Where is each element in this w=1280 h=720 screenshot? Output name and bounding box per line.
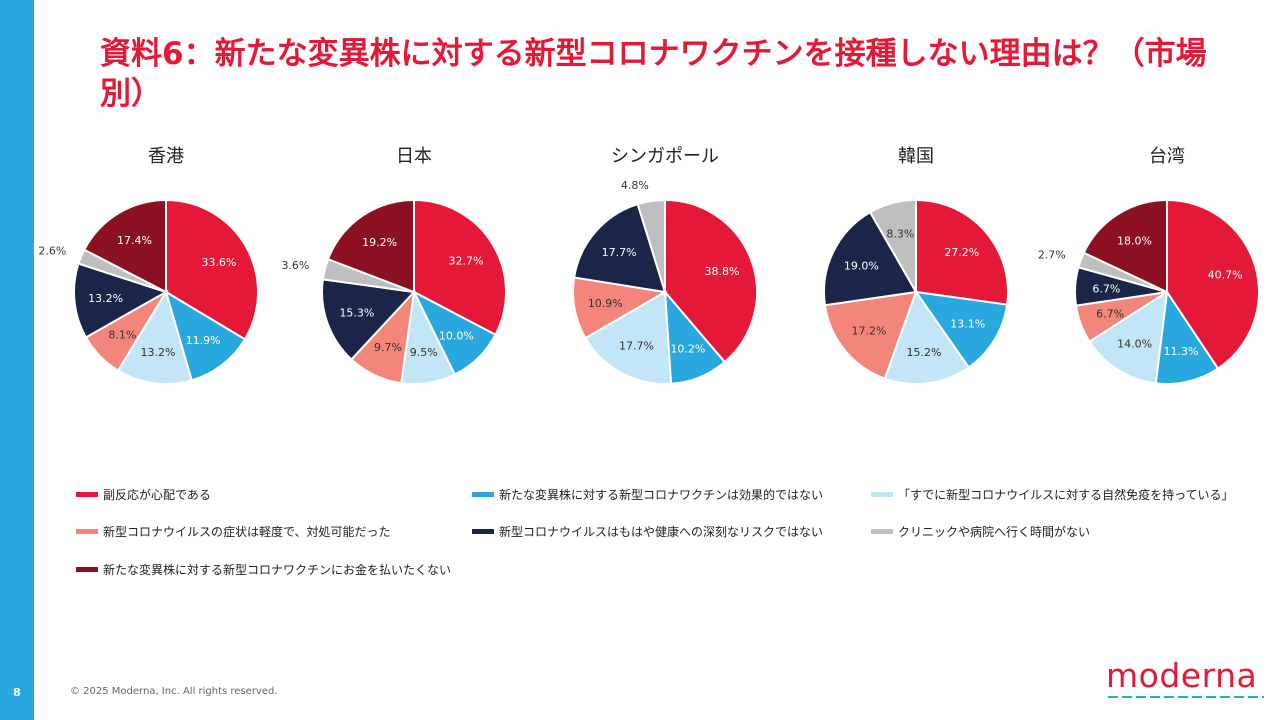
logo-text: moderna: [1106, 656, 1258, 695]
pie-slice: [883, 289, 971, 385]
pie-slice: [664, 198, 758, 364]
data-label: 18.0%: [1117, 235, 1152, 248]
data-label: 8.3%: [886, 227, 914, 240]
data-label: 13.1%: [950, 318, 985, 331]
chart-title: 日本: [396, 146, 432, 167]
data-label: 4.8%: [621, 179, 649, 192]
pie-slice: [823, 210, 918, 307]
pie-slice: [584, 290, 673, 385]
data-label: 10.9%: [588, 297, 623, 310]
data-label: 2.6%: [38, 244, 66, 257]
legend-swatch: [472, 492, 494, 497]
data-label: 17.2%: [851, 324, 886, 337]
legend-swatch: [472, 529, 494, 534]
data-label: 17.7%: [619, 340, 654, 353]
pie-slice: [321, 278, 417, 361]
logo-underline: [1108, 696, 1264, 698]
data-label: 9.7%: [374, 341, 402, 354]
legend-label: クリニックや病院へ行く時間がない: [898, 525, 1091, 539]
data-label: 6.7%: [1092, 282, 1120, 295]
data-label: 10.2%: [670, 342, 705, 355]
pie-slice: [326, 198, 415, 294]
pie-slice: [165, 198, 259, 341]
legend-label: 新たな変異株に対する新型コロナワクチンは効果的ではない: [499, 488, 824, 502]
legend-item: 副反応が心配である: [76, 486, 211, 503]
legend-item: 新たな変異株に対する新型コロナワクチンにお金を払いたくない: [76, 561, 451, 578]
pie-slice: [116, 289, 193, 385]
legend-label: 新型コロナウイルスの症状は軽度で、対処可能だった: [103, 525, 391, 539]
copyright-footer: © 2025 Moderna, Inc. All rights reserved…: [70, 686, 278, 697]
legend-item: クリニックや病院へ行く時間がない: [871, 523, 1090, 540]
data-label: 13.2%: [88, 292, 123, 305]
pie-slice: [913, 290, 1009, 369]
pie-slice: [1082, 198, 1168, 294]
data-label: 33.6%: [201, 256, 236, 269]
pie-slice: [1154, 289, 1220, 385]
page-title: 資料6：新たな変異株に対する新型コロナワクチンを接種しない理由は？（市場別）: [100, 36, 1207, 112]
legend-label: 「すでに新型コロナウイルスに対する自然免疫を持っている」: [898, 488, 1234, 502]
data-label: 14.0%: [1117, 337, 1152, 350]
legend-item: 新たな変異株に対する新型コロナワクチンは効果的ではない: [472, 486, 823, 503]
data-label: 15.3%: [339, 306, 374, 319]
pie-slice: [823, 290, 918, 380]
legend-swatch: [871, 529, 893, 534]
legend-swatch: [76, 529, 98, 534]
data-label: 19.2%: [362, 236, 397, 249]
data-label: 17.4%: [117, 234, 152, 247]
chart-title: 香港: [148, 146, 184, 167]
data-label: 3.6%: [281, 259, 309, 272]
data-label: 2.7%: [1038, 248, 1066, 261]
chart-title: 台湾: [1149, 146, 1185, 167]
pie-slice: [868, 198, 917, 296]
legend-item: 新型コロナウイルスはもはや健康への深刻なリスクではない: [472, 523, 823, 540]
legend-swatch: [871, 492, 893, 497]
legend-item: 「すでに新型コロナウイルスに対する自然免疫を持っている」: [871, 486, 1234, 503]
chart-title: 韓国: [898, 146, 934, 167]
data-label: 17.7%: [602, 246, 637, 259]
pie-slice: [1088, 290, 1169, 385]
pie-slice: [73, 262, 169, 339]
data-label: 19.0%: [844, 259, 879, 272]
data-label: 38.8%: [704, 265, 739, 278]
data-label: 8.1%: [108, 328, 136, 341]
pie-slice: [82, 198, 167, 294]
page-number: 8: [13, 686, 21, 699]
sidebar-bar: [0, 0, 34, 720]
data-label: 13.2%: [141, 346, 176, 359]
data-label: 40.7%: [1208, 268, 1243, 281]
legend-label: 新たな変異株に対する新型コロナワクチンにお金を払いたくない: [103, 563, 452, 577]
data-label: 15.2%: [907, 346, 942, 359]
moderna-logo: moderna: [1106, 656, 1266, 704]
pie-slice: [573, 202, 667, 294]
data-label: 6.7%: [1096, 307, 1124, 320]
legend-swatch: [76, 567, 98, 572]
pie-charts: 香港 33.6% 11.9% 13.2% 8.1% 13.2% 2.6% 17.4% 日本 32.…: [38, 146, 1260, 385]
legend-item: 新型コロナウイルスの症状は軽度で、対処可能だった: [76, 523, 391, 540]
legend-swatch: [76, 492, 98, 497]
pie-slice: [413, 198, 507, 337]
pie-slice: [636, 198, 666, 293]
chart-title: シンガポール: [611, 146, 719, 167]
data-label: 27.2%: [944, 246, 979, 259]
legend-label: 副反応が心配である: [103, 488, 211, 502]
data-label: 11.3%: [1163, 345, 1198, 358]
data-label: 10.0%: [439, 329, 474, 342]
data-label: 11.9%: [186, 334, 221, 347]
data-label: 9.5%: [410, 346, 438, 359]
pie-slice: [915, 198, 1009, 306]
legend-label: 新型コロナウイルスはもはや健康への深刻なリスクではない: [499, 525, 824, 539]
data-label: 32.7%: [448, 255, 483, 268]
